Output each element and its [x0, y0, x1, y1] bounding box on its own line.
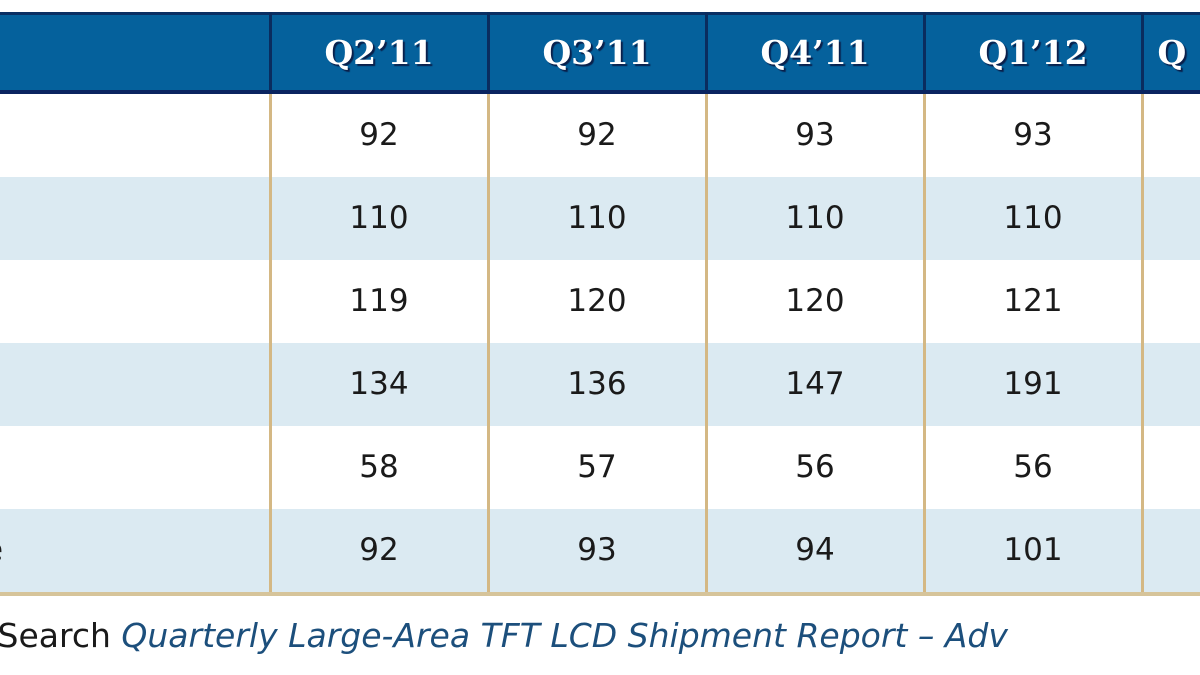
table-row: 134 136 147 191	[0, 342, 1200, 426]
table-cell: 120	[704, 259, 926, 343]
table-cell: 110	[704, 176, 926, 260]
table-cell: 93	[486, 508, 708, 596]
table-row: e 92 93 94 101	[0, 508, 1200, 596]
table-cell: 92	[486, 91, 708, 177]
caption-report-title: Quarterly Large-Area TFT LCD Shipment Re…	[121, 616, 1008, 655]
column-header-q4-11: Q4’11	[704, 12, 926, 94]
table-header-row: Q2’11 Q3’11 Q4’11 Q1’12 Q	[0, 12, 1200, 94]
table-cell	[1140, 176, 1200, 260]
column-header-label	[0, 12, 272, 94]
table-cell: 136	[486, 342, 708, 426]
table-row: 92 92 93 93	[0, 91, 1200, 177]
table-cell: 121	[922, 259, 1144, 343]
table-cell: 92	[268, 508, 490, 596]
table-cell: 56	[704, 425, 926, 509]
row-label-cell	[0, 176, 272, 260]
table-cell	[1140, 425, 1200, 509]
table-cell: 92	[268, 91, 490, 177]
table-cell: 93	[922, 91, 1144, 177]
shipment-table: Q2’11 Q3’11 Q4’11 Q1’12 Q 92 92 93 93 11…	[0, 12, 1200, 596]
table-cell: 57	[486, 425, 708, 509]
table-row: 110 110 110 110	[0, 176, 1200, 260]
row-label-cell	[0, 91, 272, 177]
table-row: 119 120 120 121	[0, 259, 1200, 343]
table-cell: 110	[922, 176, 1144, 260]
row-label-cell	[0, 342, 272, 426]
row-label-cell	[0, 425, 272, 509]
row-label-cell: e	[0, 508, 272, 596]
column-header-next: Q	[1140, 12, 1200, 94]
table-cell: 110	[486, 176, 708, 260]
table-cell: 120	[486, 259, 708, 343]
table-cell: 93	[704, 91, 926, 177]
row-label: e	[0, 532, 3, 568]
table-cell: 110	[268, 176, 490, 260]
table-cell	[1140, 342, 1200, 426]
column-header-q1-12: Q1’12	[922, 12, 1144, 94]
table-row: 58 57 56 56	[0, 425, 1200, 509]
column-header-q3-11: Q3’11	[486, 12, 708, 94]
table-cell: 56	[922, 425, 1144, 509]
table-cell: 101	[922, 508, 1144, 596]
column-header-q2-11: Q2’11	[268, 12, 490, 94]
data-table-container: Q2’11 Q3’11 Q4’11 Q1’12 Q 92 92 93 93 11…	[0, 12, 1200, 596]
table-cell: 119	[268, 259, 490, 343]
table-cell: 147	[704, 342, 926, 426]
table-cell	[1140, 259, 1200, 343]
caption-source: ySearch	[0, 616, 111, 655]
table-cell	[1140, 91, 1200, 177]
source-caption: ySearch Quarterly Large-Area TFT LCD Shi…	[0, 616, 1008, 655]
table-cell: 191	[922, 342, 1144, 426]
table-cell: 94	[704, 508, 926, 596]
row-label-cell	[0, 259, 272, 343]
table-cell	[1140, 508, 1200, 596]
table-cell: 58	[268, 425, 490, 509]
table-cell: 134	[268, 342, 490, 426]
